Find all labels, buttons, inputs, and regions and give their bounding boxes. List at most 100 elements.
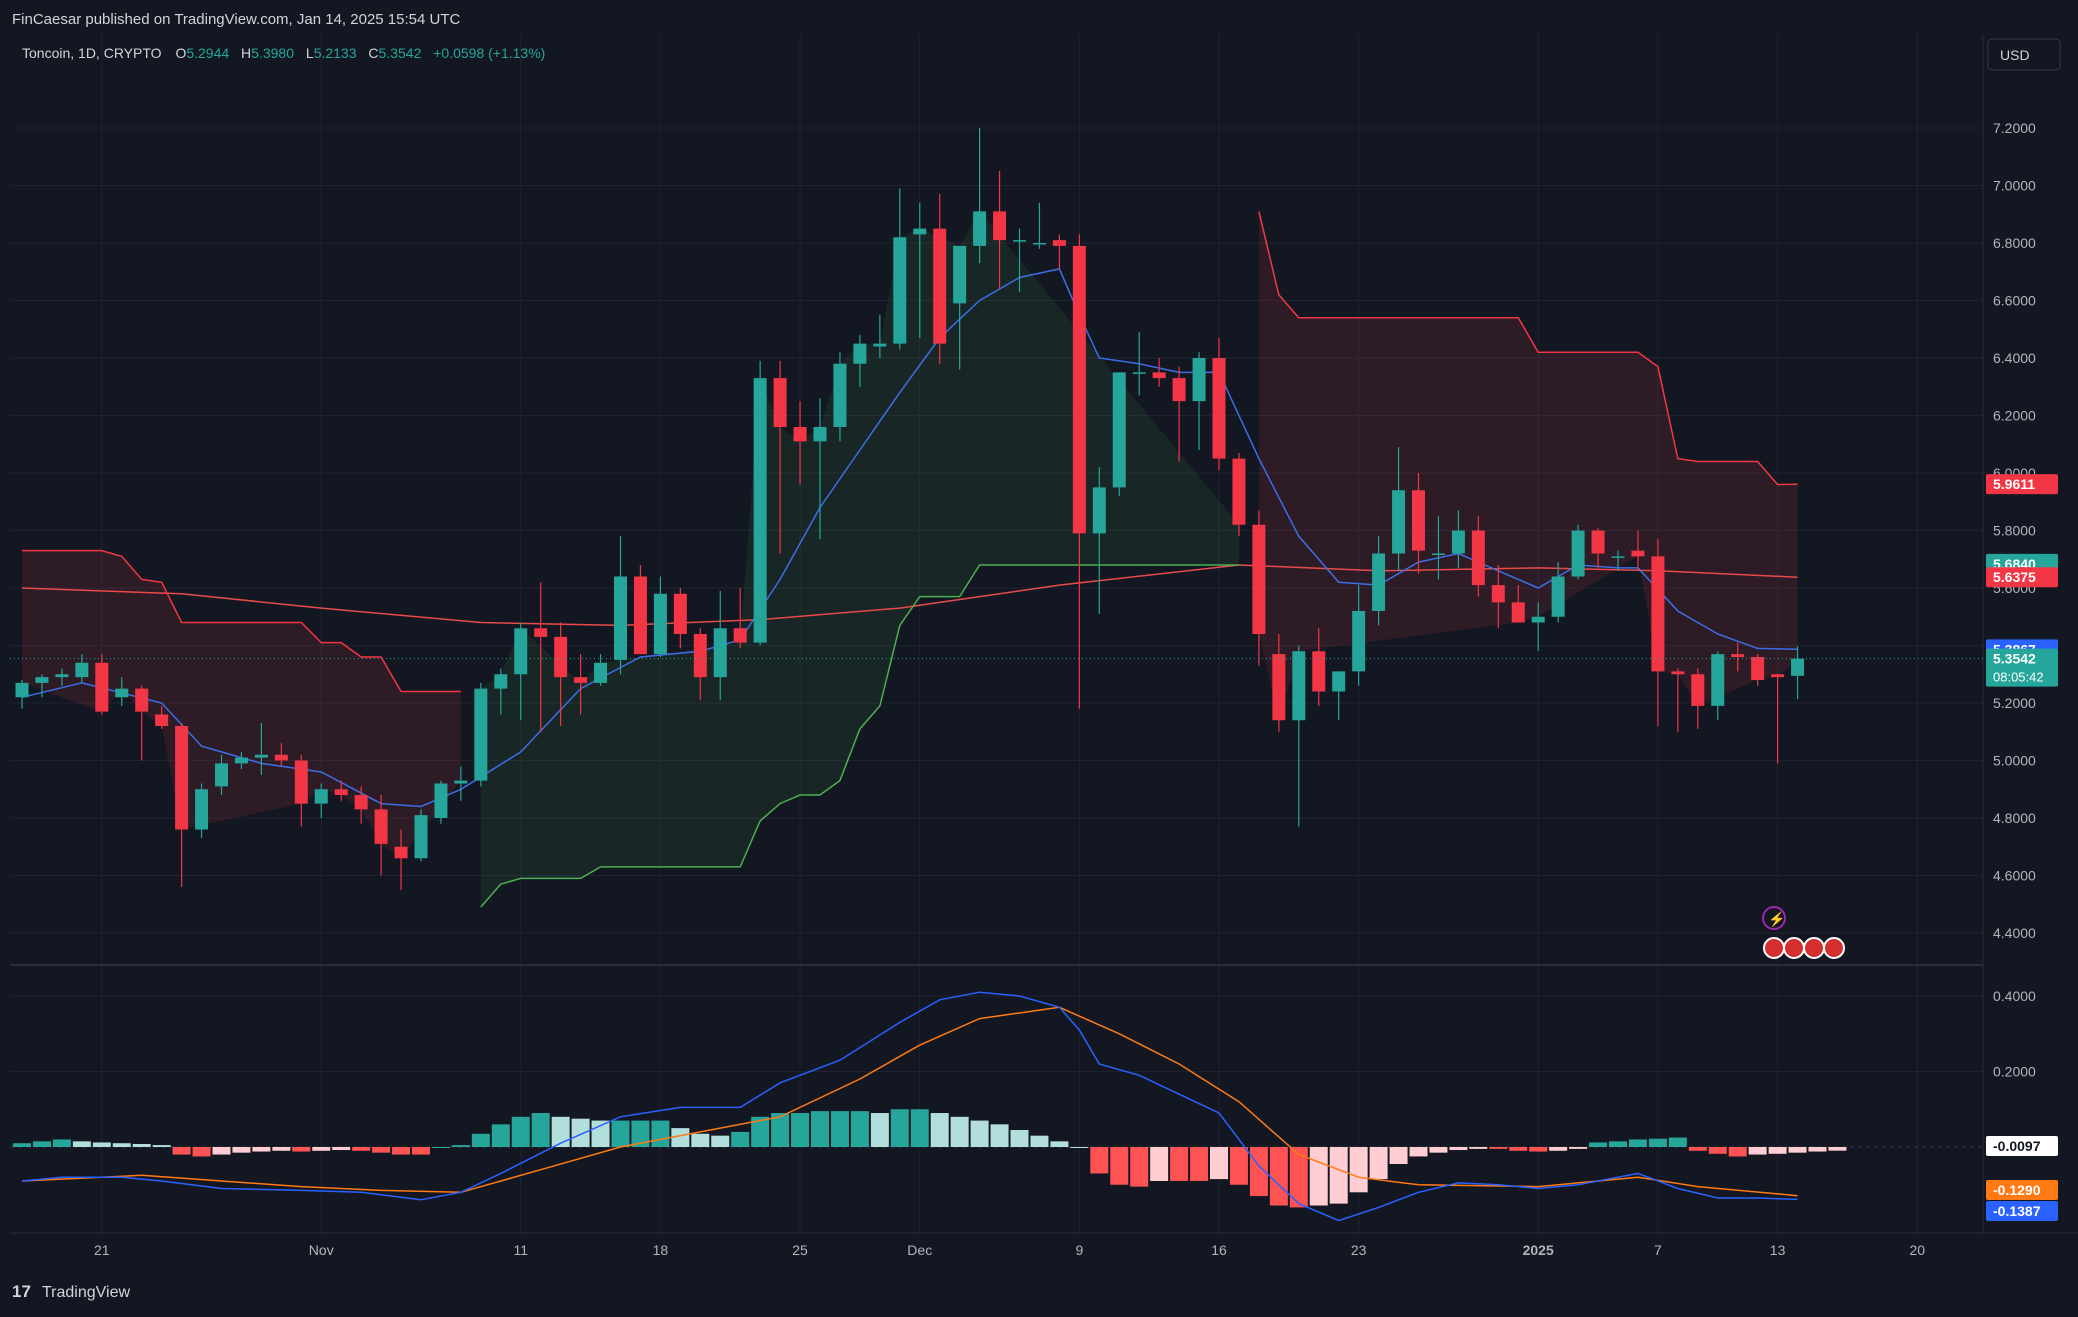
macd-histogram-bar [431, 1147, 450, 1148]
macd-histogram-bar [1409, 1147, 1428, 1157]
candle-body [594, 662, 608, 683]
x-tick-label: Nov [309, 1242, 334, 1258]
macd-histogram-bar [1010, 1130, 1029, 1147]
candle-body [1272, 654, 1286, 721]
candle-body [274, 754, 288, 761]
candle-body [474, 688, 488, 781]
macd-histogram-bar [1808, 1147, 1827, 1152]
x-tick-label: 18 [653, 1242, 669, 1258]
macd-histogram-bar [52, 1139, 71, 1147]
macd-histogram-bar [1389, 1147, 1408, 1164]
candle-body [1172, 378, 1186, 402]
candle-body [913, 228, 927, 235]
macd-histogram-bar [990, 1124, 1009, 1147]
macd-histogram-bar [731, 1131, 750, 1147]
candle-body [1372, 553, 1386, 611]
macd-histogram-bar [1170, 1147, 1189, 1181]
candle-body [494, 674, 508, 689]
us-flag-icon[interactable] [1763, 937, 1785, 959]
macd-histogram-bar [1648, 1138, 1667, 1147]
candle-body [1471, 530, 1485, 586]
macd-histogram-bar [1728, 1147, 1747, 1157]
macd-value-tag: -0.0097 [1993, 1138, 2041, 1154]
candle-body [254, 754, 268, 758]
macd-histogram-bar [651, 1120, 670, 1147]
y-tick-label: 4.8000 [1993, 810, 2036, 826]
macd-histogram-bar [172, 1147, 191, 1155]
candle-body [534, 628, 548, 637]
legend-symbol: Toncoin, 1D, CRYPTO [22, 45, 162, 61]
x-tick-label: 13 [1770, 1242, 1786, 1258]
currency-button-bg[interactable] [1987, 38, 2061, 71]
candle-body [1751, 657, 1765, 680]
x-tick-label: 25 [792, 1242, 808, 1258]
legend-low-value: 5.2133 [314, 45, 357, 61]
currency-button[interactable]: USD [1987, 38, 2061, 71]
macd-histogram-bar [1210, 1147, 1228, 1180]
us-flag-icon[interactable] [1783, 937, 1805, 959]
candle-body [1392, 490, 1406, 554]
legend-change: +0.0598 (+1.13%) [433, 45, 545, 61]
candle-body [1292, 651, 1306, 721]
tradingview-logo[interactable]: 17 TradingView [12, 1282, 130, 1301]
macd-histogram-bar [72, 1141, 91, 1147]
candle-body [973, 211, 987, 246]
lightning-glyph-icon: ⚡ [1768, 911, 1785, 928]
candle-body [1352, 611, 1366, 672]
macd-histogram-bar [412, 1147, 430, 1155]
price-labels: 5.96115.68405.63755.38675.354208:05:42-0… [1986, 474, 2058, 1221]
macd-histogram-bar [1269, 1147, 1288, 1206]
macd-histogram-bar [1509, 1147, 1528, 1151]
candle-body [1531, 616, 1545, 623]
candle-body [1013, 240, 1026, 242]
candle-body [1671, 671, 1685, 675]
lightning-event-icon[interactable] [1762, 906, 1786, 930]
macd-histogram-bar [112, 1143, 131, 1147]
macd-value-tag-bg [1986, 1136, 2058, 1156]
macd-histogram-bar [811, 1111, 829, 1147]
us-flag-icon[interactable] [1803, 937, 1825, 959]
candle-body [1312, 651, 1326, 692]
price-tag-bg [1986, 567, 2058, 588]
macd-y-tick-label: 0.2000 [1993, 1064, 2036, 1080]
legend-high-label: H [241, 45, 251, 61]
candle-body [693, 634, 707, 678]
indicator-lines [21, 211, 1798, 908]
macd-histogram-bar [471, 1133, 490, 1147]
us-flag-icon[interactable] [1823, 937, 1845, 959]
y-tick-label: 5.0000 [1993, 753, 2036, 769]
events[interactable]: ⚡ [1762, 906, 1845, 959]
macd-value-tag-bg [1986, 1180, 2058, 1200]
macd-histogram-bar [1609, 1141, 1627, 1147]
tradingview-brand: TradingView [42, 1284, 130, 1301]
candle-body [893, 237, 907, 344]
candle-body [1451, 530, 1465, 554]
price-tag: 5.9611 [1993, 476, 2035, 492]
candle-body [514, 628, 528, 675]
macd-histogram-bar [292, 1147, 311, 1152]
supertrend-up-line [480, 564, 1239, 908]
macd-histogram-bar [372, 1147, 391, 1153]
y-tick-label: 6.8000 [1993, 235, 2036, 251]
macd-histogram-bar [1529, 1147, 1548, 1152]
candle-body [773, 378, 787, 427]
legend-line: Toncoin, 1D, CRYPTO O5.2944 H5.3980 L5.2… [22, 45, 545, 61]
ma-red-line [21, 564, 1798, 627]
macd-histogram-bar [1229, 1147, 1248, 1185]
y-tick-label: 7.2000 [1993, 120, 2036, 136]
legend-close-label: C [368, 45, 378, 61]
candle-body [414, 815, 428, 859]
macd-value-tag: -0.1290 [1993, 1182, 2041, 1198]
legend-high-value: 5.3980 [251, 45, 294, 61]
us-flag-events[interactable] [1763, 937, 1845, 959]
candle-body [813, 427, 827, 442]
macd-histogram-bar [970, 1120, 989, 1147]
currency-button-label[interactable]: USD [2000, 47, 2030, 63]
candle-body [394, 846, 408, 859]
macd-histogram-bar [711, 1135, 730, 1147]
supertrend-down-line [22, 549, 461, 693]
candle-body [75, 662, 89, 678]
macd-histogram-bar [771, 1113, 790, 1147]
